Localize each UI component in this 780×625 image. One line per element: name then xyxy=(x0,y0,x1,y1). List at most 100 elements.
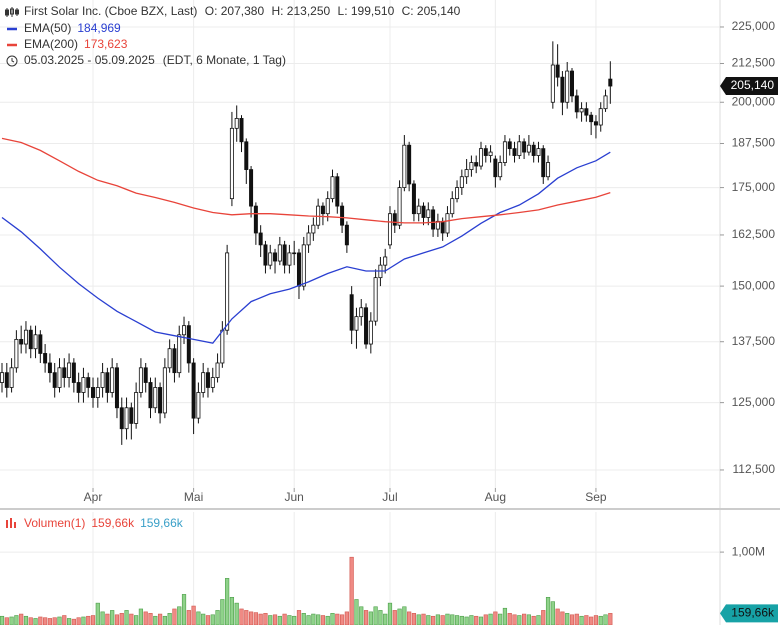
candle-body xyxy=(47,362,52,374)
y-tick-label: 175,000 xyxy=(732,180,776,194)
volume-bar xyxy=(373,606,378,625)
candle-body xyxy=(440,220,445,234)
candle-body xyxy=(162,367,167,414)
candle-body xyxy=(277,244,282,262)
volume-bar xyxy=(225,578,230,625)
candle-body xyxy=(205,372,210,388)
volume-bar xyxy=(387,602,393,625)
candle-body xyxy=(507,141,512,150)
volume-bar xyxy=(76,617,81,625)
candle-body xyxy=(229,127,234,200)
volume-bar xyxy=(38,616,43,625)
candle-body xyxy=(239,118,244,143)
legend: First Solar Inc. (Cboe BZX, Last) O: 207… xyxy=(5,4,461,530)
quote-low: L: 199,510 xyxy=(338,4,395,18)
candle-body xyxy=(435,220,440,230)
y-tick-label: 212,500 xyxy=(732,56,776,70)
candle-body xyxy=(445,213,450,234)
candle-body xyxy=(526,144,531,153)
candle-body xyxy=(71,362,76,383)
candle-body xyxy=(57,367,62,388)
last-price-badge xyxy=(720,77,778,96)
candle-body xyxy=(210,377,215,388)
volume-bar xyxy=(445,613,450,625)
y-tick-label: 150,000 xyxy=(732,278,776,292)
candle-body xyxy=(19,338,24,345)
volume-bar xyxy=(95,602,100,625)
period-range: 05.03.2025 - 05.09.2025 xyxy=(24,53,155,67)
volume-bar xyxy=(517,615,522,625)
candle-body xyxy=(263,244,268,266)
candle-body xyxy=(148,382,153,409)
volume-value-alt: 159,66k xyxy=(140,516,184,530)
candle-body xyxy=(397,187,402,226)
volume-bar xyxy=(191,605,196,625)
instrument-name: First Solar Inc. (Cboe BZX, Last) xyxy=(24,4,197,18)
candle-body xyxy=(478,148,483,167)
volume-bar xyxy=(488,613,493,625)
volume-bar xyxy=(359,606,364,625)
candle-body xyxy=(9,367,14,388)
candle-body xyxy=(114,367,119,409)
volume-bar xyxy=(459,615,464,625)
x-tick-label: Apr xyxy=(84,490,103,504)
volume-bar xyxy=(363,610,369,625)
volume-legend: Volumen(1) 159,66k 159,66k xyxy=(24,516,184,530)
candle-body xyxy=(249,169,254,207)
volume-bar xyxy=(507,613,512,625)
volume-bar xyxy=(292,615,297,625)
volume-bar xyxy=(344,611,349,625)
volume-bar xyxy=(110,610,115,625)
volume-bar xyxy=(215,610,220,625)
candle-body xyxy=(158,387,163,414)
volume-bar xyxy=(493,611,498,625)
volume-bar xyxy=(229,596,235,625)
candle-body xyxy=(450,198,455,215)
volume-bar xyxy=(311,613,316,625)
candle-body xyxy=(541,148,546,178)
candle-body xyxy=(402,144,407,188)
quote-open: O: 207,380 xyxy=(205,4,265,18)
volume-bar xyxy=(90,615,96,625)
candle-body xyxy=(167,348,172,369)
volume-bar xyxy=(100,611,105,625)
volume-bar xyxy=(521,613,527,625)
volume-bar xyxy=(28,617,33,625)
volume-bar xyxy=(258,613,263,625)
candle-body xyxy=(186,325,191,364)
volume-bar xyxy=(469,615,474,625)
x-tick-label: Aug xyxy=(485,490,506,504)
volume-bar xyxy=(411,613,417,625)
volume-bar xyxy=(368,611,373,625)
volume-bar xyxy=(383,613,388,625)
volume-bar xyxy=(598,615,603,625)
volume-bar xyxy=(464,616,469,625)
candle-body xyxy=(100,372,105,388)
grid-layer xyxy=(0,0,720,625)
volume-bar xyxy=(483,614,488,625)
volume-bar xyxy=(550,601,555,625)
volume-bar xyxy=(244,610,249,625)
volume-bar xyxy=(105,613,110,625)
volume-bar xyxy=(569,614,575,625)
y-tick-label: 200,000 xyxy=(732,94,776,108)
volume-bar xyxy=(33,618,38,625)
candle-body xyxy=(306,232,311,246)
candle-body xyxy=(234,118,239,129)
volume-bar xyxy=(19,613,24,625)
candle-body xyxy=(253,205,258,234)
volume-bar xyxy=(407,611,412,625)
volume-bar xyxy=(608,613,613,625)
volume-bar xyxy=(320,615,326,625)
ema-line xyxy=(1,151,611,344)
candle-body xyxy=(522,141,527,153)
candle-body xyxy=(134,392,139,424)
candle-body xyxy=(292,252,297,255)
volume-bar xyxy=(555,608,560,625)
volume-bar xyxy=(526,614,531,625)
volume-bar xyxy=(402,606,407,625)
candle-body xyxy=(91,387,96,398)
candle-body xyxy=(517,141,522,156)
candle-body xyxy=(488,151,493,156)
candle-body xyxy=(483,148,488,156)
